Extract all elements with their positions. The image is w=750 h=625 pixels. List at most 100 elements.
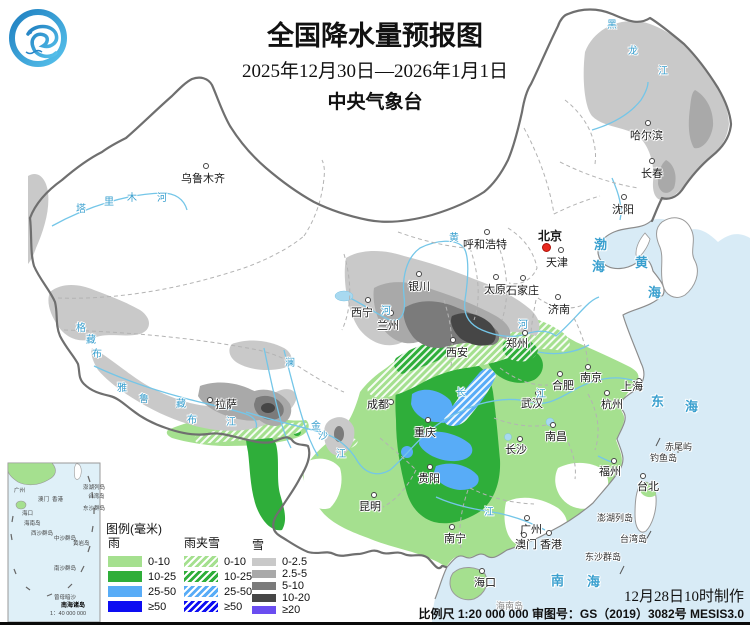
legend-value: 10-25: [148, 570, 177, 583]
city-marker: [427, 464, 433, 470]
inset-hainan: [15, 500, 27, 510]
logo-dragon-swirl: [26, 24, 59, 59]
capital-marker: [542, 243, 551, 252]
logo-dragon-head: [27, 29, 33, 35]
legend-row: ≥20: [252, 604, 310, 616]
sleet-band-blue: [444, 368, 496, 426]
legend-swatch: [184, 571, 218, 582]
city-marker: [558, 247, 564, 253]
island-ticks: [619, 437, 661, 575]
sea: [432, 218, 750, 625]
coastline: [434, 219, 665, 600]
legend-value: ≥20: [282, 604, 301, 616]
city-marker: [585, 364, 591, 370]
city-marker: [557, 371, 563, 377]
rain-hole-yunnan-west: [303, 458, 342, 510]
snow-light-northeast: [583, 21, 729, 201]
city-marker: [640, 473, 646, 479]
legend-swatch: [252, 594, 276, 602]
river-yarlung: [93, 365, 258, 429]
legend-row: 25-50: [108, 584, 176, 599]
snow-darkest-central: [450, 313, 496, 346]
snow-medium-northeast-1: [688, 90, 714, 149]
legend-row: 25-50: [184, 584, 252, 599]
legend-value: 10-25: [224, 570, 253, 583]
legend-value: 0-10: [224, 555, 247, 568]
diaoyu-islet: [662, 460, 664, 462]
city-marker: [203, 163, 209, 169]
legend-value: 25-50: [224, 585, 253, 598]
legend-row: 0-10: [184, 554, 252, 569]
legend-value: 2.5-5: [282, 568, 308, 580]
snow-light-tibet-west: [48, 285, 149, 341]
inset-nine-dash-line: [10, 475, 95, 597]
legend-column-header: 雨夹雪: [184, 536, 221, 550]
legend-column-sleet: 雨夹雪 0-10 10-25 25-50 ≥50: [184, 534, 252, 614]
south-china-sea-inset: [7, 462, 101, 623]
legend-swatch: [108, 571, 142, 582]
rain-area-heavy-3: [434, 463, 479, 490]
legend-row: 5-10: [252, 580, 310, 592]
city-marker: [524, 515, 530, 521]
legend-value: ≥50: [224, 600, 243, 613]
snow-medium-northeast-2: [658, 160, 676, 193]
city-marker: [621, 194, 627, 200]
city-marker: [388, 310, 394, 316]
korea-peninsula: [656, 217, 698, 298]
legend-row: ≥50: [184, 599, 252, 614]
city-marker: [388, 399, 394, 405]
cma-logo: [9, 9, 67, 67]
snow-darkest-lhasa-se: [261, 403, 275, 413]
city-marker: [450, 337, 456, 343]
rain-area-heavy-2: [419, 431, 473, 462]
legend-swatch: [252, 558, 276, 566]
legend-row: 10-25: [108, 569, 176, 584]
legend-column-rain: 雨 0-10 10-25 25-50 ≥50: [108, 534, 176, 614]
river-songhua: [591, 81, 649, 131]
legend-swatch: [252, 570, 276, 578]
city-marker: [604, 390, 610, 396]
legend-row: ≥50: [108, 599, 176, 614]
city-marker: [521, 532, 527, 538]
legend-swatch: [184, 586, 218, 597]
inset-taiwan: [74, 463, 82, 480]
legend-swatch: [184, 601, 218, 612]
sleet-band-dark-shaanxi: [394, 340, 450, 374]
legend-swatch: [252, 582, 276, 590]
legend-value: 0-2.5: [282, 556, 308, 568]
city-marker: [649, 158, 655, 164]
rivers: [51, 81, 649, 531]
city-marker: [365, 297, 371, 303]
scale-and-approval-line: 比例尺 1:20 000 000 审图号：GS（2019）3082号 MESIS…: [418, 607, 744, 621]
legend-swatch: [184, 556, 218, 567]
legend-title: 图例(毫米): [106, 522, 162, 536]
city-marker: [522, 330, 528, 336]
rain-area-medium-yunnan-west: [245, 428, 286, 531]
city-marker: [493, 274, 499, 280]
city-marker: [371, 492, 377, 498]
river-pearl: [435, 496, 546, 531]
chiwei-islet: [677, 451, 679, 453]
bottom-border: [0, 622, 750, 625]
legend-row: 0-10: [108, 554, 176, 569]
legend-swatch: [252, 606, 276, 614]
city-marker: [484, 229, 490, 235]
penghu-islet: [625, 519, 629, 523]
legend-row: 2.5-5: [252, 568, 310, 580]
legend-column-header: 雪: [252, 538, 265, 552]
logo-wave: [25, 49, 43, 55]
city-marker: [611, 458, 617, 464]
city-marker: [479, 568, 485, 574]
legend-row: 10-20: [252, 592, 310, 604]
legend-swatch: [108, 601, 142, 612]
snow-areas: [28, 21, 729, 456]
city-marker: [645, 120, 651, 126]
legend-value: 10-20: [282, 592, 311, 604]
city-marker: [207, 397, 213, 403]
snow-light-tibet-ne: [229, 340, 292, 370]
city-marker: [555, 294, 561, 300]
lake-dongting: [504, 433, 512, 441]
sleet-band-dark-henan: [502, 338, 538, 362]
